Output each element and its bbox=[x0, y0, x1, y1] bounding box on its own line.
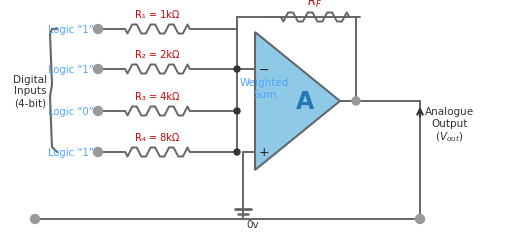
Text: Weighted
Sum: Weighted Sum bbox=[240, 78, 289, 100]
Text: 0v: 0v bbox=[246, 219, 259, 229]
Text: Logic “0”: Logic “0” bbox=[48, 106, 94, 117]
Text: R₁ = 1kΩ: R₁ = 1kΩ bbox=[135, 10, 179, 20]
Text: Logic “1”: Logic “1” bbox=[48, 148, 94, 157]
Circle shape bbox=[234, 108, 240, 114]
Text: R₃ = 4kΩ: R₃ = 4kΩ bbox=[135, 92, 179, 102]
Circle shape bbox=[93, 148, 102, 157]
Circle shape bbox=[93, 65, 102, 74]
Text: Analogue
Output
$(V_{out})$: Analogue Output $(V_{out})$ bbox=[425, 106, 474, 144]
Text: Logic “1”: Logic “1” bbox=[48, 25, 94, 35]
Text: Logic “1”: Logic “1” bbox=[48, 65, 94, 75]
Circle shape bbox=[93, 26, 102, 34]
Circle shape bbox=[352, 98, 360, 106]
Text: +: + bbox=[259, 146, 269, 159]
Circle shape bbox=[234, 150, 240, 156]
Text: A: A bbox=[296, 90, 315, 114]
Text: $R_F$: $R_F$ bbox=[307, 0, 322, 10]
Text: R₄ = 8kΩ: R₄ = 8kΩ bbox=[135, 132, 179, 142]
Circle shape bbox=[415, 215, 424, 224]
Text: Digital
Inputs
(4-bit): Digital Inputs (4-bit) bbox=[13, 74, 47, 108]
Circle shape bbox=[234, 67, 240, 73]
Polygon shape bbox=[255, 33, 340, 170]
Circle shape bbox=[93, 107, 102, 116]
Circle shape bbox=[30, 215, 39, 224]
Text: −: − bbox=[259, 63, 269, 76]
Text: R₂ = 2kΩ: R₂ = 2kΩ bbox=[135, 50, 179, 60]
